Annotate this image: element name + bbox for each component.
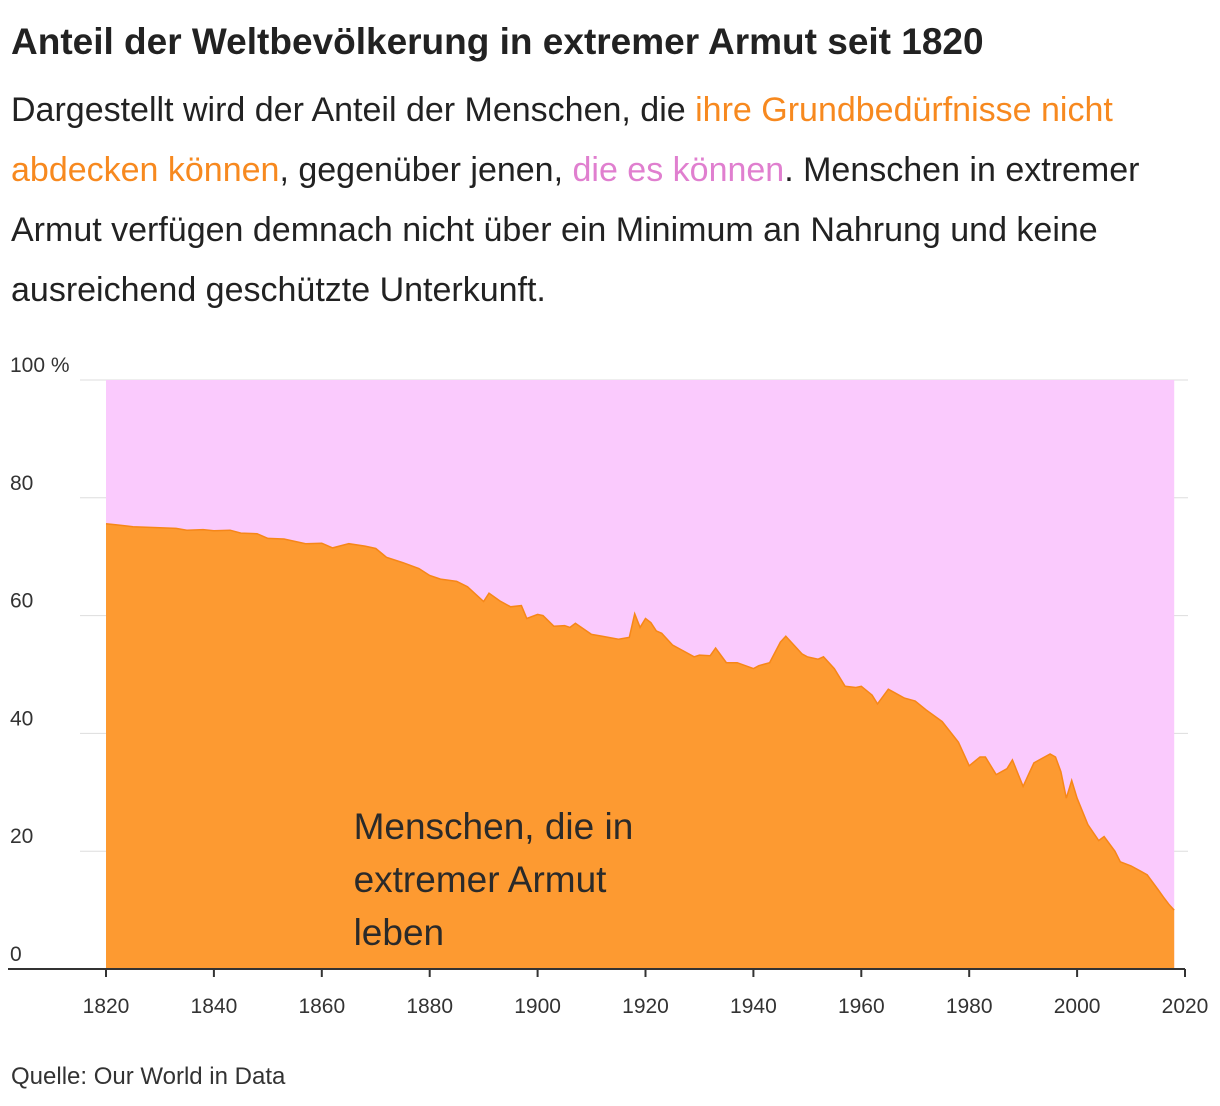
y-tick-label-80: 80 <box>10 472 33 495</box>
x-tick-label-1920: 1920 <box>622 995 669 1018</box>
subtitle-text-3: . Menschen in extremer Armut verfügen de… <box>11 151 1140 309</box>
x-tick-label-1960: 1960 <box>838 995 885 1018</box>
x-tick-label-1880: 1880 <box>406 995 453 1018</box>
subtitle-text-2: , gegenüber jenen, <box>279 151 573 189</box>
subtitle-text-1: Dargestellt wird der Anteil der Menschen… <box>11 91 696 129</box>
subtitle-highlight-poor: ihre Grundbedürfnisse nicht abdecken kön… <box>11 91 1113 189</box>
y-tick-label-100: 100 % <box>10 354 70 377</box>
x-tick-label-1860: 1860 <box>298 995 345 1018</box>
x-tick-label-1840: 1840 <box>191 995 238 1018</box>
chart-subtitle: Dargestellt wird der Anteil der Menschen… <box>11 80 1211 320</box>
x-tick-label-2020: 2020 <box>1162 995 1209 1018</box>
plot-area <box>105 380 1175 969</box>
x-tick-label-1980: 1980 <box>946 995 993 1018</box>
annotation-line-3: leben <box>354 912 445 953</box>
chart-title: Anteil der Weltbevölkerung in extremer A… <box>11 21 984 62</box>
y-axis-labels: 0 20 40 60 80 100 % <box>10 354 70 966</box>
y-tick-label-40: 40 <box>10 707 33 730</box>
annotation-line-2: extremer Armut <box>354 859 608 900</box>
x-tick-label-1940: 1940 <box>730 995 777 1018</box>
area-extreme-poverty <box>106 523 1175 969</box>
x-axis <box>8 968 1186 977</box>
annotation-line-1: Menschen, die in <box>354 806 634 847</box>
x-tick-label-1900: 1900 <box>514 995 561 1018</box>
annotation-poverty-label: Menschen, die in extremer Armut leben <box>354 806 634 953</box>
x-axis-labels: 1820 1840 1860 1880 1900 1920 1940 1960 1980 2000… <box>83 995 1209 1018</box>
y-tick-label-20: 20 <box>10 825 33 848</box>
y-tick-label-0: 0 <box>10 943 22 966</box>
line-extreme-poverty <box>105 522 1175 911</box>
subtitle-highlight-nonpoor: die es können <box>572 151 785 189</box>
source-note: Quelle: Our World in Data <box>11 1063 286 1090</box>
y-tick-label-60: 60 <box>10 590 33 613</box>
x-tick-label-1820: 1820 <box>83 995 130 1018</box>
x-tick-label-2000: 2000 <box>1054 995 1101 1018</box>
